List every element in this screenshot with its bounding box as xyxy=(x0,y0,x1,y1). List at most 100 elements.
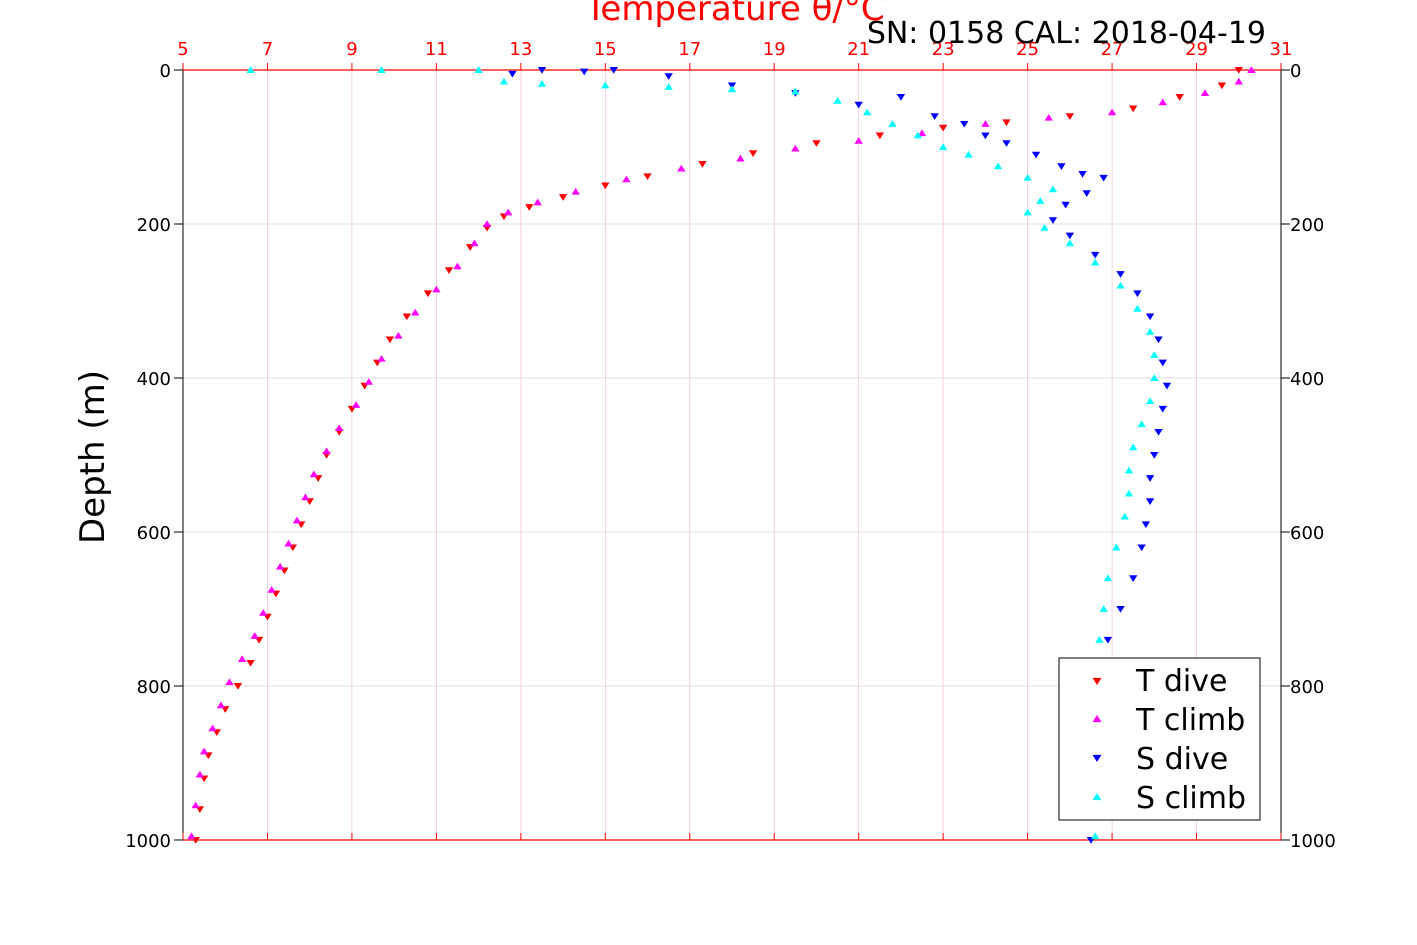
data-point xyxy=(1145,313,1155,321)
data-point xyxy=(981,120,990,127)
data-point xyxy=(292,516,302,524)
serial-calibration-label: SN: 0158 CAL: 2018-04-19 xyxy=(867,16,1266,51)
data-point xyxy=(246,659,255,667)
data-point xyxy=(385,336,395,344)
data-point xyxy=(208,724,217,732)
x-tick-label: 15 xyxy=(594,39,617,60)
y-tick-label-left: 1000 xyxy=(125,831,171,852)
y-tick-label-right: 1000 xyxy=(1290,831,1336,852)
data-point xyxy=(622,175,631,183)
data-point xyxy=(1099,605,1108,612)
legend-label-s-dive: S dive xyxy=(1136,742,1228,777)
data-point xyxy=(664,83,673,90)
data-point xyxy=(423,290,433,298)
legend-label-s-climb: S climb xyxy=(1136,781,1246,816)
data-point xyxy=(854,137,863,144)
legend-box xyxy=(1058,657,1261,821)
data-point xyxy=(1031,151,1041,159)
data-point xyxy=(537,67,547,74)
data-point xyxy=(664,73,673,80)
data-point xyxy=(322,447,331,455)
data-point xyxy=(1128,443,1138,451)
legend-label-t-climb: T climb xyxy=(1135,703,1245,738)
data-point xyxy=(482,220,492,227)
data-point xyxy=(1002,140,1011,147)
x-tick-label: 9 xyxy=(346,39,357,60)
y-tick-label-left: 600 xyxy=(137,523,171,544)
data-point xyxy=(1124,466,1134,474)
data-point xyxy=(888,120,897,127)
data-point xyxy=(1154,428,1163,436)
data-point xyxy=(862,108,872,116)
data-point xyxy=(1044,113,1053,121)
data-point xyxy=(195,770,205,778)
legend-marker-s-dive xyxy=(1092,754,1102,763)
data-point xyxy=(1061,201,1070,209)
data-point xyxy=(1145,498,1155,505)
y-tick-label-right: 600 xyxy=(1290,523,1324,544)
data-point xyxy=(609,67,618,74)
data-point xyxy=(1023,208,1032,216)
data-point xyxy=(1145,328,1155,335)
data-point xyxy=(1057,163,1066,171)
data-point xyxy=(1107,108,1117,116)
x-tick-label: 29 xyxy=(1185,39,1208,60)
data-point xyxy=(1247,66,1256,73)
data-point xyxy=(233,683,243,690)
series-t-climb xyxy=(187,66,1256,840)
data-point xyxy=(1162,382,1172,390)
data-point xyxy=(1145,475,1155,482)
data-point xyxy=(791,144,800,152)
data-point xyxy=(1036,197,1045,204)
data-point xyxy=(1103,574,1113,582)
data-point xyxy=(677,164,686,172)
data-point xyxy=(275,562,285,570)
data-point xyxy=(1133,290,1142,298)
data-point xyxy=(1103,636,1113,644)
data-point xyxy=(1065,239,1075,247)
data-point xyxy=(1128,105,1138,113)
data-point xyxy=(525,204,534,211)
x-tick-label: 25 xyxy=(1016,39,1039,60)
data-point xyxy=(736,154,745,162)
data-point xyxy=(1200,89,1210,97)
data-point xyxy=(351,401,361,408)
data-point xyxy=(1116,281,1125,289)
y-tick-label-right: 800 xyxy=(1290,677,1324,698)
data-point xyxy=(301,493,310,501)
data-point xyxy=(250,632,259,639)
y-tick-label-right: 200 xyxy=(1290,215,1324,236)
data-point xyxy=(1141,521,1151,529)
x-tick-label: 23 xyxy=(932,39,955,60)
y-axis-label: Depth (m) xyxy=(73,370,113,544)
data-point xyxy=(993,162,1003,170)
data-point xyxy=(1099,174,1108,182)
data-point xyxy=(854,101,863,109)
y-tick-label-left: 800 xyxy=(137,677,171,698)
data-point xyxy=(1150,351,1159,358)
data-point xyxy=(938,143,948,150)
data-point xyxy=(1078,171,1087,178)
data-point xyxy=(411,308,420,316)
data-point xyxy=(537,80,547,87)
data-point xyxy=(727,85,737,93)
data-point xyxy=(698,161,707,168)
data-point xyxy=(1120,512,1129,520)
data-point xyxy=(1234,77,1243,85)
data-point xyxy=(309,470,319,478)
x-tick-label: 7 xyxy=(262,39,273,60)
data-point xyxy=(791,87,800,95)
data-point xyxy=(748,150,758,157)
data-point xyxy=(917,129,927,137)
legend-marker-t-dive xyxy=(1092,677,1102,686)
data-point xyxy=(571,187,580,195)
data-point xyxy=(1002,119,1011,127)
data-point xyxy=(1133,304,1142,312)
data-point xyxy=(237,655,247,662)
y-tick-label-left: 200 xyxy=(137,215,171,236)
data-point xyxy=(1048,185,1058,193)
y-tick-label-right: 400 xyxy=(1290,369,1324,390)
data-point xyxy=(1124,489,1134,497)
data-point xyxy=(1048,217,1058,224)
